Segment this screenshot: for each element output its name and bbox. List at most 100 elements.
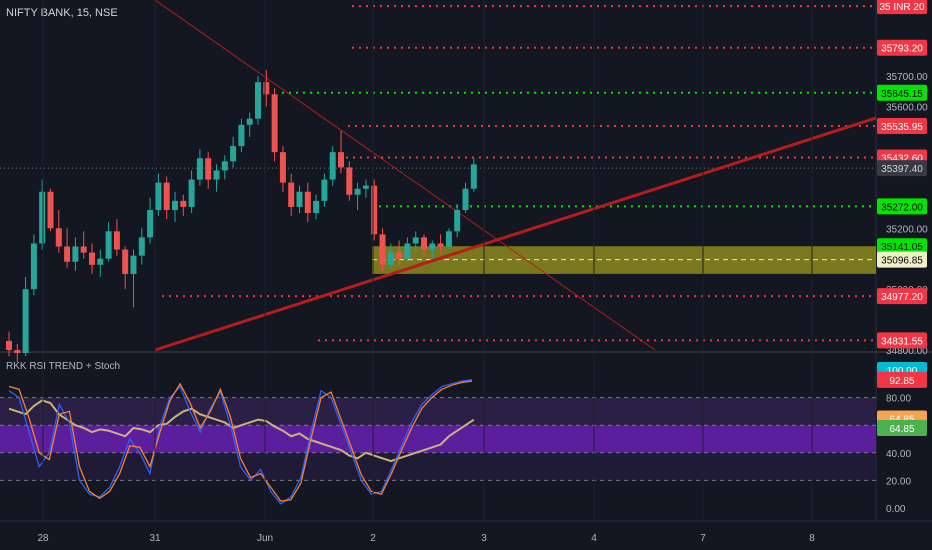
time-tick-label: 3 [481, 533, 487, 544]
price-label: 35096.85 [881, 256, 923, 267]
candle-body [279, 152, 286, 183]
price-label-box [877, 238, 927, 255]
candle-body [445, 231, 452, 247]
osc-value-label: 64.85 [889, 424, 914, 435]
price-label-box [877, 332, 927, 349]
candle-body [213, 170, 220, 180]
price-tick-label: 35700.00 [886, 72, 928, 83]
rising-trendline [154, 116, 877, 352]
candle-body [138, 237, 145, 256]
candle-body [329, 152, 336, 180]
time-tick-label: 4 [591, 533, 597, 544]
candle-body [30, 243, 37, 290]
candle-body [97, 258, 104, 265]
candle-body [255, 82, 261, 119]
candle-body [454, 210, 461, 232]
time-tick-label: 31 [149, 533, 161, 544]
candle-body [338, 152, 344, 168]
indicator-title: RKK RSI TREND + Stoch [6, 361, 121, 372]
price-label: 35 INR 20 [879, 2, 924, 13]
candle-body [387, 252, 394, 265]
rsi-upper-band [0, 397, 876, 426]
candle-body [263, 82, 270, 95]
price-label-box [877, 160, 927, 177]
candle-body [321, 179, 328, 201]
candle-body [238, 124, 245, 147]
osc-value-box [877, 371, 927, 388]
price-label-box [877, 198, 927, 215]
candle-body [313, 200, 320, 214]
candle-body [180, 200, 187, 207]
osc-value-label: 92.85 [889, 376, 914, 387]
price-label: 35535.95 [881, 122, 923, 133]
price-label-box [877, 118, 927, 135]
candle-body [396, 252, 403, 259]
candle-body [230, 146, 237, 162]
candle-body [246, 118, 253, 125]
candle-body [296, 191, 303, 207]
price-label: 34831.55 [881, 336, 923, 347]
candle-body [113, 231, 120, 250]
candle-body [205, 158, 212, 180]
osc-series-line [8, 380, 473, 502]
osc-tick-label: 20.00 [886, 476, 911, 487]
candle-body [346, 167, 353, 195]
time-tick-label: 2 [370, 533, 376, 544]
candle-body [221, 161, 228, 171]
osc-value-label: 100.00 [887, 366, 918, 377]
candle-body [304, 191, 311, 214]
price-label: 35793.20 [881, 44, 923, 55]
candle-body [130, 255, 137, 274]
candle-body [288, 182, 295, 207]
candle-body [14, 350, 21, 354]
candle-body [412, 237, 419, 244]
osc-tick-label: 80.00 [886, 394, 911, 405]
osc-value-box [877, 419, 927, 436]
candle-body [188, 179, 195, 207]
candle-body [429, 243, 436, 250]
candle-body [80, 246, 87, 253]
candle-body [371, 185, 378, 235]
price-label-box [877, 39, 927, 56]
osc-series-line [8, 379, 473, 505]
candle-body [55, 228, 62, 247]
price-label: 35645.15 [881, 89, 923, 100]
candle-body [72, 246, 79, 262]
rsi-lower-band [0, 452, 876, 481]
candle-body [421, 237, 427, 250]
candle-body [172, 200, 178, 210]
price-label: 34977.20 [881, 292, 923, 303]
candle-body [47, 191, 54, 229]
candle-body [122, 249, 129, 274]
time-tick-label: 7 [700, 533, 706, 544]
candle-body [155, 182, 162, 210]
price-tick-label: 34800.00 [886, 346, 928, 357]
candle-body [354, 188, 361, 195]
candle-body [6, 340, 12, 350]
candle-body [22, 289, 29, 354]
osc-tick-label: 40.00 [886, 449, 911, 460]
candle-body [362, 185, 369, 189]
price-label-box [877, 288, 927, 305]
time-tick-label: Jun [257, 533, 273, 544]
candle-body [105, 231, 112, 259]
candle-body [470, 164, 477, 189]
time-tick-label: 28 [37, 533, 49, 544]
candle-body [462, 188, 469, 210]
time-tick-label: 8 [809, 533, 815, 544]
candle-body [163, 182, 170, 210]
price-label-box [877, 84, 927, 101]
symbol-title: NIFTY BANK, 15, NSE [6, 7, 118, 19]
price-label-box [877, 0, 927, 15]
candle-body [89, 252, 95, 265]
candle-body [39, 191, 46, 244]
osc-tick-label: 0.00 [886, 504, 906, 515]
price-tick-label: 35600.00 [886, 103, 928, 114]
candle-body [147, 210, 154, 238]
price-tick-label: 35200.00 [886, 224, 928, 235]
price-label: 35272.00 [881, 202, 923, 213]
price-label: 35397.40 [881, 164, 923, 175]
candle-body [404, 243, 411, 259]
candle-body [271, 94, 278, 153]
